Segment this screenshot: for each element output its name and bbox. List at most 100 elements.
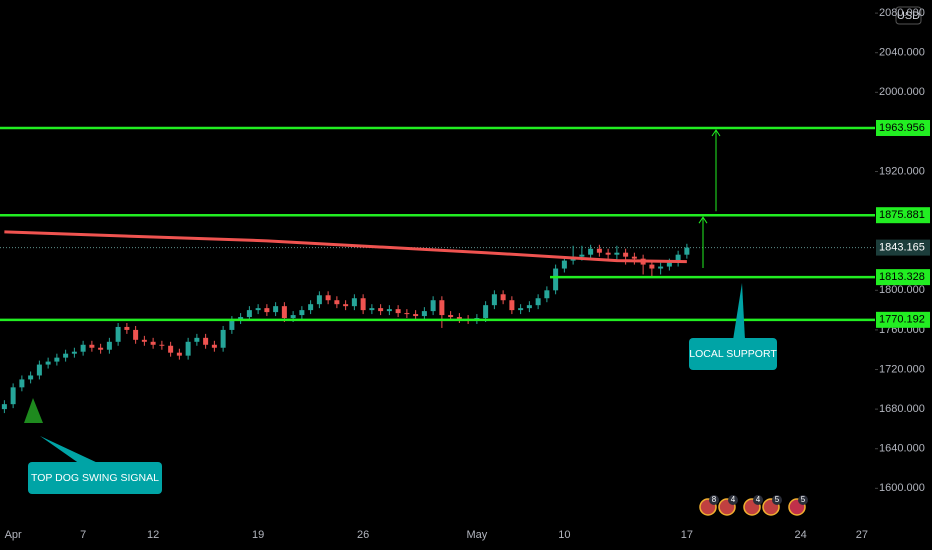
moving-average bbox=[4, 230, 687, 264]
candle-body bbox=[71, 351, 77, 354]
candle-body bbox=[649, 264, 655, 269]
candle-body bbox=[623, 252, 629, 257]
candle-body bbox=[404, 313, 410, 315]
x-tick-label: Apr bbox=[5, 529, 22, 541]
callout-text: LOCAL SUPPORT bbox=[689, 348, 777, 360]
candle-body bbox=[89, 344, 95, 348]
candle-body bbox=[675, 254, 681, 263]
candle-body bbox=[141, 339, 147, 342]
candle-body bbox=[448, 315, 454, 318]
event-count-bg bbox=[753, 495, 763, 505]
candle-body bbox=[150, 341, 156, 345]
level-label: 1875.881 bbox=[879, 209, 925, 221]
candle-body bbox=[238, 317, 244, 321]
x-tick-label: 24 bbox=[795, 529, 807, 541]
candle-body bbox=[255, 308, 261, 311]
candle-body bbox=[334, 300, 340, 305]
x-tick-label: May bbox=[466, 529, 487, 541]
x-tick-label: 10 bbox=[558, 529, 570, 541]
candle-body bbox=[168, 345, 174, 353]
candle-body bbox=[666, 262, 672, 267]
candle-body bbox=[535, 298, 541, 306]
candle-body bbox=[491, 294, 497, 306]
level-label-box bbox=[876, 311, 930, 328]
candle-body bbox=[351, 298, 357, 307]
candle-body bbox=[290, 315, 296, 319]
y-tick-label: 1640.000 bbox=[879, 443, 925, 455]
candle-body bbox=[605, 252, 611, 255]
candle-body bbox=[54, 357, 60, 362]
y-tick-label: 1800.000 bbox=[879, 284, 925, 296]
x-tick-label: 7 bbox=[80, 529, 86, 541]
candle-body bbox=[509, 300, 515, 311]
candle-body bbox=[80, 344, 86, 352]
candle-body bbox=[378, 308, 384, 312]
event-count-bg bbox=[728, 495, 738, 505]
candle-body bbox=[159, 344, 165, 346]
level-label-box bbox=[876, 120, 930, 137]
candle-body bbox=[63, 353, 69, 358]
event-count: 4 bbox=[731, 495, 736, 504]
candle-body bbox=[176, 352, 182, 356]
candle-body bbox=[360, 298, 366, 311]
event-count-bg bbox=[772, 495, 782, 505]
y-tick-label: 1920.000 bbox=[879, 165, 925, 177]
y-tick-label: 1680.000 bbox=[879, 403, 925, 415]
candle-body bbox=[45, 361, 51, 365]
candle-body bbox=[500, 294, 506, 301]
candle-body bbox=[28, 375, 34, 380]
y-tick-label: 2000.000 bbox=[879, 86, 925, 98]
event-count: 5 bbox=[775, 495, 780, 504]
candle-body bbox=[684, 247, 690, 255]
candle-body bbox=[273, 306, 279, 313]
callout-box bbox=[689, 338, 777, 370]
x-tick-label: 12 bbox=[147, 529, 159, 541]
candle-body bbox=[124, 326, 130, 330]
candle-body bbox=[185, 341, 191, 356]
candle-body bbox=[36, 364, 42, 376]
candle-body bbox=[579, 254, 585, 257]
y-tick-label: 2080.000 bbox=[879, 7, 925, 19]
candle-body bbox=[631, 256, 637, 259]
candle-body bbox=[1, 404, 7, 410]
level-label-box bbox=[876, 207, 930, 224]
last-price-label: 1843.165 bbox=[879, 241, 925, 253]
event-count: 8 bbox=[712, 495, 717, 504]
candle-body bbox=[386, 309, 392, 312]
event-count: 5 bbox=[801, 495, 806, 504]
signal-triangle bbox=[24, 398, 43, 423]
candle-body bbox=[430, 300, 436, 312]
candle-body bbox=[98, 347, 104, 350]
candle-body bbox=[299, 310, 305, 316]
candle-body bbox=[544, 290, 550, 299]
currency-button[interactable] bbox=[895, 6, 922, 25]
candle-body bbox=[308, 304, 314, 311]
level-label: 1770.192 bbox=[879, 314, 925, 326]
arrow-head bbox=[711, 129, 721, 137]
level-label-box bbox=[876, 269, 930, 286]
candle-body bbox=[588, 248, 594, 255]
x-tick-label: 19 bbox=[252, 529, 264, 541]
candle-body bbox=[561, 260, 567, 269]
candle-body bbox=[369, 308, 375, 311]
candle-body bbox=[316, 295, 322, 305]
candle-body bbox=[220, 329, 226, 348]
candle-body bbox=[133, 329, 139, 340]
candle-body bbox=[421, 311, 427, 317]
candle-body bbox=[456, 317, 462, 320]
callout-pointer bbox=[733, 283, 745, 340]
candle-body bbox=[115, 326, 121, 342]
candle-body bbox=[439, 300, 445, 316]
x-tick-label: 17 bbox=[681, 529, 693, 541]
candle-body bbox=[10, 387, 16, 405]
candle-body bbox=[553, 268, 559, 291]
plot: 2080.000 2040.000 2000.000 1920.000 1800.000… bbox=[0, 7, 930, 541]
level-label: 1813.328 bbox=[879, 271, 925, 283]
candle-body bbox=[395, 309, 401, 314]
callout-text: TOP DOG SWING SIGNAL bbox=[31, 472, 159, 484]
currency-label: USD bbox=[897, 10, 920, 22]
event-count-bg bbox=[798, 495, 808, 505]
candle-body bbox=[19, 379, 25, 388]
candle-body bbox=[658, 266, 664, 269]
